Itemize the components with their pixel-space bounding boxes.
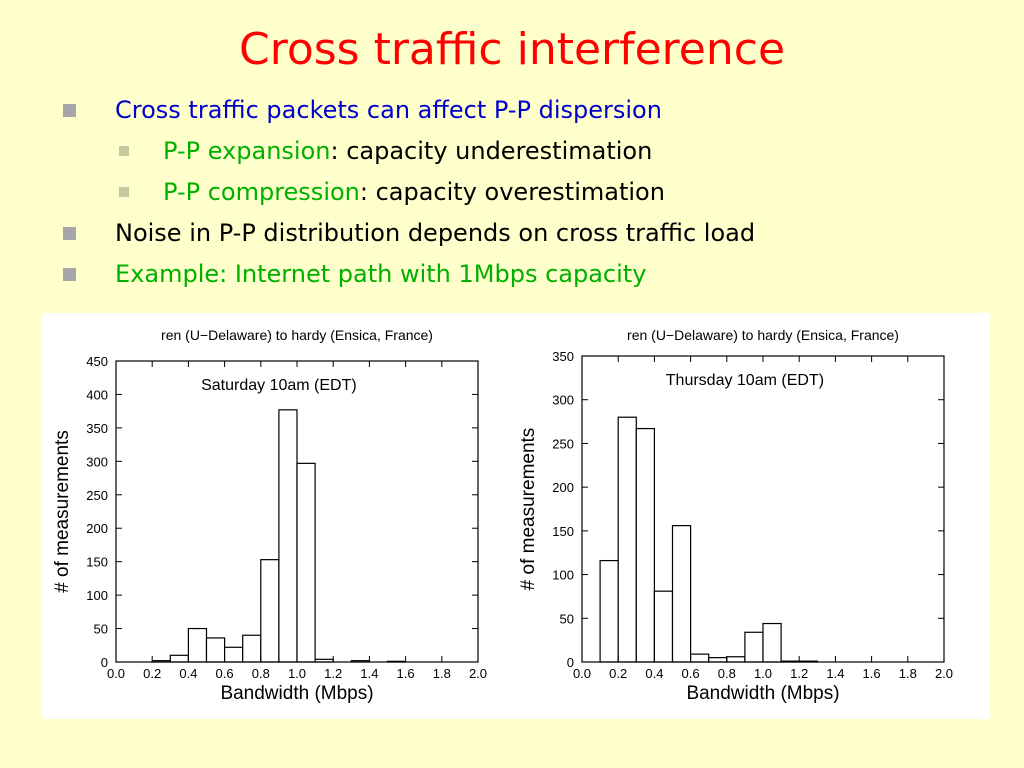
y-tick-label: 150 bbox=[552, 524, 574, 539]
y-tick-label: 100 bbox=[86, 588, 108, 603]
x-axis-label: Bandwidth (Mbps) bbox=[686, 683, 839, 704]
histogram-bar bbox=[617, 416, 637, 663]
y-axis-label: # of measurements bbox=[52, 430, 73, 593]
bullet-item: P-P compression: capacity overestimation bbox=[119, 178, 665, 206]
histogram-bar bbox=[187, 627, 208, 663]
x-axis-label: Bandwidth (Mbps) bbox=[220, 683, 373, 704]
y-tick-label: 350 bbox=[552, 349, 574, 364]
y-tick-label: 350 bbox=[86, 421, 108, 436]
y-tick-label: 50 bbox=[560, 611, 574, 626]
bullet-marker-icon bbox=[63, 268, 76, 281]
x-tick-label: 0.6 bbox=[682, 666, 700, 681]
x-tick-label: 0.0 bbox=[107, 666, 125, 681]
histogram-bar bbox=[296, 462, 316, 663]
x-tick-label: 1.2 bbox=[324, 666, 342, 681]
histogram-figure: ren (U−Delaware) to hardy (Ensica, Franc… bbox=[52, 327, 953, 704]
chart-title: ren (U−Delaware) to hardy (Ensica, Franc… bbox=[627, 327, 899, 343]
histogram-bar bbox=[169, 654, 190, 663]
bullet-marker-icon bbox=[63, 227, 76, 240]
bullet-item: P-P expansion: capacity underestimation bbox=[119, 137, 653, 165]
x-tick-label: 1.4 bbox=[360, 666, 378, 681]
bullet-text: : capacity overestimation bbox=[359, 178, 665, 206]
y-tick-label: 250 bbox=[86, 488, 108, 503]
histogram-bar bbox=[726, 656, 746, 663]
x-tick-label: 0.4 bbox=[179, 666, 197, 681]
y-tick-label: 300 bbox=[552, 393, 574, 408]
x-tick-label: 2.0 bbox=[935, 666, 953, 681]
x-tick-label: 0.8 bbox=[252, 666, 270, 681]
bullet-marker-icon bbox=[119, 187, 129, 197]
bullet-text: Cross traffic packets can affect P-P dis… bbox=[115, 96, 662, 124]
histogram-bar bbox=[278, 409, 298, 663]
x-tick-label: 1.0 bbox=[754, 666, 772, 681]
y-tick-label: 200 bbox=[86, 521, 108, 536]
bullet-text: Noise in P-P distribution depends on cro… bbox=[115, 219, 756, 247]
chart-title: ren (U−Delaware) to hardy (Ensica, Franc… bbox=[161, 327, 433, 343]
y-tick-label: 250 bbox=[552, 436, 574, 451]
x-tick-label: 1.6 bbox=[863, 666, 881, 681]
histogram-bar bbox=[689, 653, 710, 663]
bullet-text: : capacity underestimation bbox=[330, 137, 653, 165]
bullet-marker-icon bbox=[119, 146, 129, 156]
y-tick-label: 50 bbox=[94, 622, 108, 637]
y-tick-label: 0 bbox=[567, 655, 574, 670]
chart-annotation: Thursday 10am (EDT) bbox=[666, 372, 824, 389]
bullet-text: P-P expansion bbox=[163, 137, 331, 165]
histogram-bar bbox=[653, 590, 674, 663]
x-tick-label: 1.8 bbox=[433, 666, 451, 681]
y-tick-label: 100 bbox=[552, 568, 574, 583]
bullet-marker-icon bbox=[63, 104, 76, 117]
histogram-bar bbox=[762, 622, 782, 663]
y-tick-label: 200 bbox=[552, 480, 574, 495]
y-tick-label: 450 bbox=[86, 354, 108, 369]
histogram-bar bbox=[599, 559, 619, 663]
x-tick-label: 0.2 bbox=[143, 666, 161, 681]
histogram-bar bbox=[635, 427, 655, 663]
charts-panel: ren (U−Delaware) to hardy (Ensica, Franc… bbox=[42, 313, 990, 719]
x-tick-label: 1.2 bbox=[790, 666, 808, 681]
x-tick-label: 1.0 bbox=[288, 666, 306, 681]
y-tick-label: 0 bbox=[101, 655, 108, 670]
histogram-bar bbox=[671, 525, 692, 663]
y-tick-label: 400 bbox=[86, 387, 108, 402]
y-tick-label: 300 bbox=[86, 454, 108, 469]
y-tick-label: 150 bbox=[86, 555, 108, 570]
y-axis-label: # of measurements bbox=[518, 428, 539, 591]
bullet-text: P-P compression bbox=[163, 178, 360, 206]
histogram-bar bbox=[708, 657, 728, 663]
histogram-bar bbox=[260, 559, 280, 663]
histogram-bar bbox=[744, 631, 764, 663]
x-tick-label: 2.0 bbox=[469, 666, 487, 681]
histogram-bar bbox=[205, 637, 226, 663]
x-tick-label: 0.0 bbox=[573, 666, 591, 681]
bullet-item: Example: Internet path with 1Mbps capaci… bbox=[63, 260, 647, 288]
x-tick-label: 1.8 bbox=[899, 666, 917, 681]
x-tick-label: 1.4 bbox=[826, 666, 844, 681]
x-tick-label: 0.2 bbox=[609, 666, 627, 681]
x-tick-label: 1.6 bbox=[397, 666, 415, 681]
bullet-item: Noise in P-P distribution depends on cro… bbox=[63, 219, 756, 247]
x-tick-label: 0.8 bbox=[718, 666, 736, 681]
histogram-bar bbox=[242, 634, 262, 663]
bullet-item: Cross traffic packets can affect P-P dis… bbox=[63, 96, 662, 124]
chart-annotation: Saturday 10am (EDT) bbox=[201, 377, 357, 394]
x-tick-label: 0.6 bbox=[216, 666, 234, 681]
histogram-bar bbox=[224, 646, 244, 663]
x-tick-label: 0.4 bbox=[645, 666, 663, 681]
bullet-text: Example: Internet path with 1Mbps capaci… bbox=[115, 260, 647, 288]
slide-title: Cross traffic interference bbox=[238, 24, 786, 75]
